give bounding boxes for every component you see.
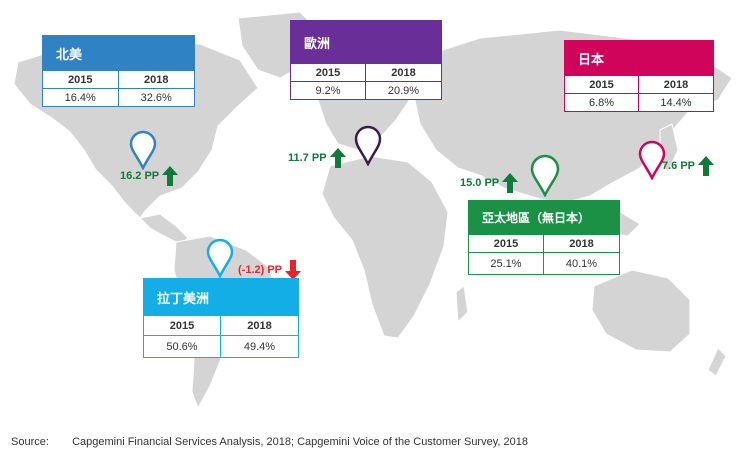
- latam-pin-icon: [206, 238, 234, 278]
- col-2018-header: 2018: [544, 234, 619, 252]
- north-america-2015-value: 16.4%: [43, 88, 119, 106]
- up-arrow-icon: [329, 148, 346, 168]
- europe-table: 2015 2018 9.2% 20.9%: [291, 63, 441, 99]
- europe-2018-value: 20.9%: [366, 81, 441, 99]
- australia-shape: [591, 269, 691, 353]
- source-note: Source: Capgemini Financial Services Ana…: [11, 436, 528, 448]
- north-america-change-text: 16.2 PP: [120, 170, 160, 182]
- north-america-table: 2015 2018 16.4% 32.6%: [43, 70, 194, 106]
- apac-pin-icon: [530, 154, 560, 197]
- japan-2018-value: 14.4%: [639, 93, 713, 111]
- north-america-2018-value: 32.6%: [118, 88, 194, 106]
- apac-2015-value: 25.1%: [469, 252, 544, 274]
- source-label: Source:: [11, 436, 49, 448]
- col-2018-header: 2018: [118, 70, 194, 88]
- col-2015-header: 2015: [469, 234, 544, 252]
- col-2015-header: 2015: [291, 63, 366, 81]
- apac-title: 亞太地區（無日本）: [469, 201, 619, 234]
- europe-pin-icon: [354, 125, 382, 166]
- latam-title: 拉丁美洲: [144, 279, 298, 315]
- europe-title: 歐洲: [291, 21, 441, 63]
- central-america-shape: [138, 213, 189, 245]
- north-america-pin-icon: [129, 130, 157, 170]
- col-2015-header: 2015: [144, 315, 221, 335]
- apac-2018-value: 40.1%: [544, 252, 619, 274]
- latam-change: (-1.2) PP: [238, 260, 302, 280]
- apac-change: 15.0 PP: [460, 173, 519, 193]
- apac-card: 亞太地區（無日本） 2015 2018 25.1% 40.1%: [468, 200, 620, 275]
- japan-card: 日本 2015 2018 6.8% 14.4%: [564, 40, 714, 112]
- apac-table: 2015 2018 25.1% 40.1%: [469, 234, 619, 274]
- source-text: Capgemini Financial Services Analysis, 2…: [72, 436, 528, 448]
- up-arrow-icon: [698, 156, 715, 176]
- north-america-change: 16.2 PP: [120, 166, 179, 186]
- col-2018-header: 2018: [639, 75, 713, 93]
- north-america-card: 北美 2015 2018 16.4% 32.6%: [42, 35, 195, 107]
- japan-change-text: 7.6 PP: [662, 160, 696, 172]
- up-arrow-icon: [502, 173, 519, 193]
- japan-table: 2015 2018 6.8% 14.4%: [565, 75, 713, 111]
- col-2015-header: 2015: [43, 70, 119, 88]
- japan-title: 日本: [565, 41, 713, 75]
- europe-card: 歐洲 2015 2018 9.2% 20.9%: [290, 20, 442, 100]
- europe-2015-value: 9.2%: [291, 81, 366, 99]
- apac-change-text: 15.0 PP: [460, 177, 500, 189]
- new-zealand-shape: [707, 347, 727, 377]
- japan-pin-icon: [638, 140, 666, 180]
- europe-change-text: 11.7 PP: [288, 152, 327, 164]
- japan-2015-value: 6.8%: [565, 93, 639, 111]
- up-arrow-icon: [162, 166, 179, 186]
- japan-change: 7.6 PP: [662, 156, 715, 176]
- europe-change: 11.7 PP: [288, 148, 346, 168]
- madagascar-shape: [455, 285, 469, 324]
- down-arrow-icon: [285, 260, 302, 280]
- col-2018-header: 2018: [221, 315, 298, 335]
- latam-table: 2015 2018 50.6% 49.4%: [144, 315, 298, 357]
- latam-change-text: (-1.2) PP: [238, 264, 283, 276]
- latam-card: 拉丁美洲 2015 2018 50.6% 49.4%: [143, 278, 299, 358]
- africa-shape: [321, 155, 449, 339]
- col-2018-header: 2018: [366, 63, 441, 81]
- north-america-title: 北美: [43, 36, 194, 70]
- latam-2015-value: 50.6%: [144, 335, 221, 357]
- latam-2018-value: 49.4%: [221, 335, 298, 357]
- col-2015-header: 2015: [565, 75, 639, 93]
